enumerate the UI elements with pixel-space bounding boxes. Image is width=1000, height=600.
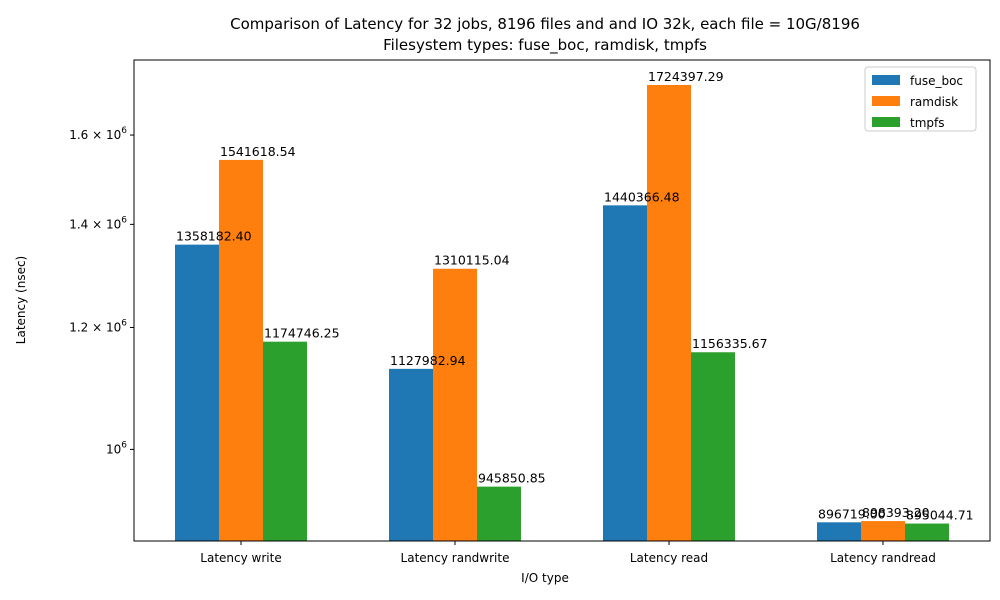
- value-label-ramdisk-2: 1724397.29: [648, 69, 724, 84]
- value-label-tmpfs-1: 945850.85: [478, 471, 546, 486]
- bar-tmpfs-1: [477, 486, 521, 541]
- bars-layer: [175, 84, 949, 542]
- y-axis: 106 1.2 × 106 1.4 × 106 1.6 × 106: [69, 126, 134, 456]
- bar-tmpfs-0: [263, 341, 307, 541]
- bar-fuse_boc-2: [603, 205, 647, 541]
- bar-ramdisk-3: [861, 521, 905, 541]
- legend-swatch-fuse_boc: [872, 75, 900, 85]
- value-label-ramdisk-0: 1541618.54: [220, 144, 296, 159]
- y-tick-label-2: 1.4 × 106: [69, 215, 127, 231]
- legend-swatch-tmpfs: [872, 117, 900, 127]
- chart-title-line-2: Filesystem types: fuse_boc, ramdisk, tmp…: [383, 36, 707, 55]
- plot-frame: [133, 59, 991, 542]
- bar-fuse_boc-0: [175, 244, 219, 541]
- y-axis-label: Latency (nsec): [14, 256, 28, 344]
- value-label-fuse_boc-3: 896719.00: [818, 506, 886, 521]
- legend-swatch-ramdisk: [872, 96, 900, 106]
- legend-label-ramdisk: ramdisk: [910, 95, 958, 109]
- y-tick-label-0: 106: [106, 440, 127, 456]
- legend-label-tmpfs: tmpfs: [910, 116, 945, 130]
- value-label-tmpfs-3: 895044.71: [906, 508, 974, 523]
- value-label-ramdisk-3: 898393.20: [862, 505, 930, 520]
- x-axis-label: I/O type: [521, 571, 569, 585]
- value-labels-layer: 1358182.40 1541618.54 1174746.25 1127982.94…: [176, 69, 974, 523]
- chart-title-line-1: Comparison of Latency for 32 jobs, 8196 …: [230, 15, 860, 33]
- value-label-fuse_boc-2: 1440366.48: [604, 189, 680, 204]
- x-tick-label-3: Latency randread: [830, 551, 936, 565]
- bar-fuse_boc-3: [817, 522, 861, 541]
- y-tick-label-3: 1.6 × 106: [69, 126, 127, 142]
- bar-ramdisk-0: [219, 159, 263, 542]
- x-axis: Latency write Latency randwrite Latency re…: [200, 541, 936, 565]
- bar-ramdisk-2: [647, 84, 691, 542]
- legend-label-fuse_boc: fuse_boc: [910, 74, 963, 88]
- value-label-tmpfs-2: 1156335.67: [692, 336, 768, 351]
- bar-fuse_boc-1: [389, 368, 433, 541]
- value-label-ramdisk-1: 1310115.04: [434, 253, 510, 268]
- x-tick-label-1: Latency randwrite: [401, 551, 510, 565]
- bar-ramdisk-1: [433, 268, 477, 541]
- value-label-fuse_boc-0: 1358182.40: [176, 229, 252, 244]
- value-label-fuse_boc-1: 1127982.94: [390, 353, 466, 368]
- y-tick-label-1: 1.2 × 106: [69, 318, 127, 334]
- x-tick-label-2: Latency read: [630, 551, 708, 565]
- bar-tmpfs-2: [691, 352, 735, 541]
- bar-tmpfs-3: [905, 523, 949, 541]
- x-tick-label-0: Latency write: [200, 551, 281, 565]
- value-label-tmpfs-0: 1174746.25: [264, 326, 340, 341]
